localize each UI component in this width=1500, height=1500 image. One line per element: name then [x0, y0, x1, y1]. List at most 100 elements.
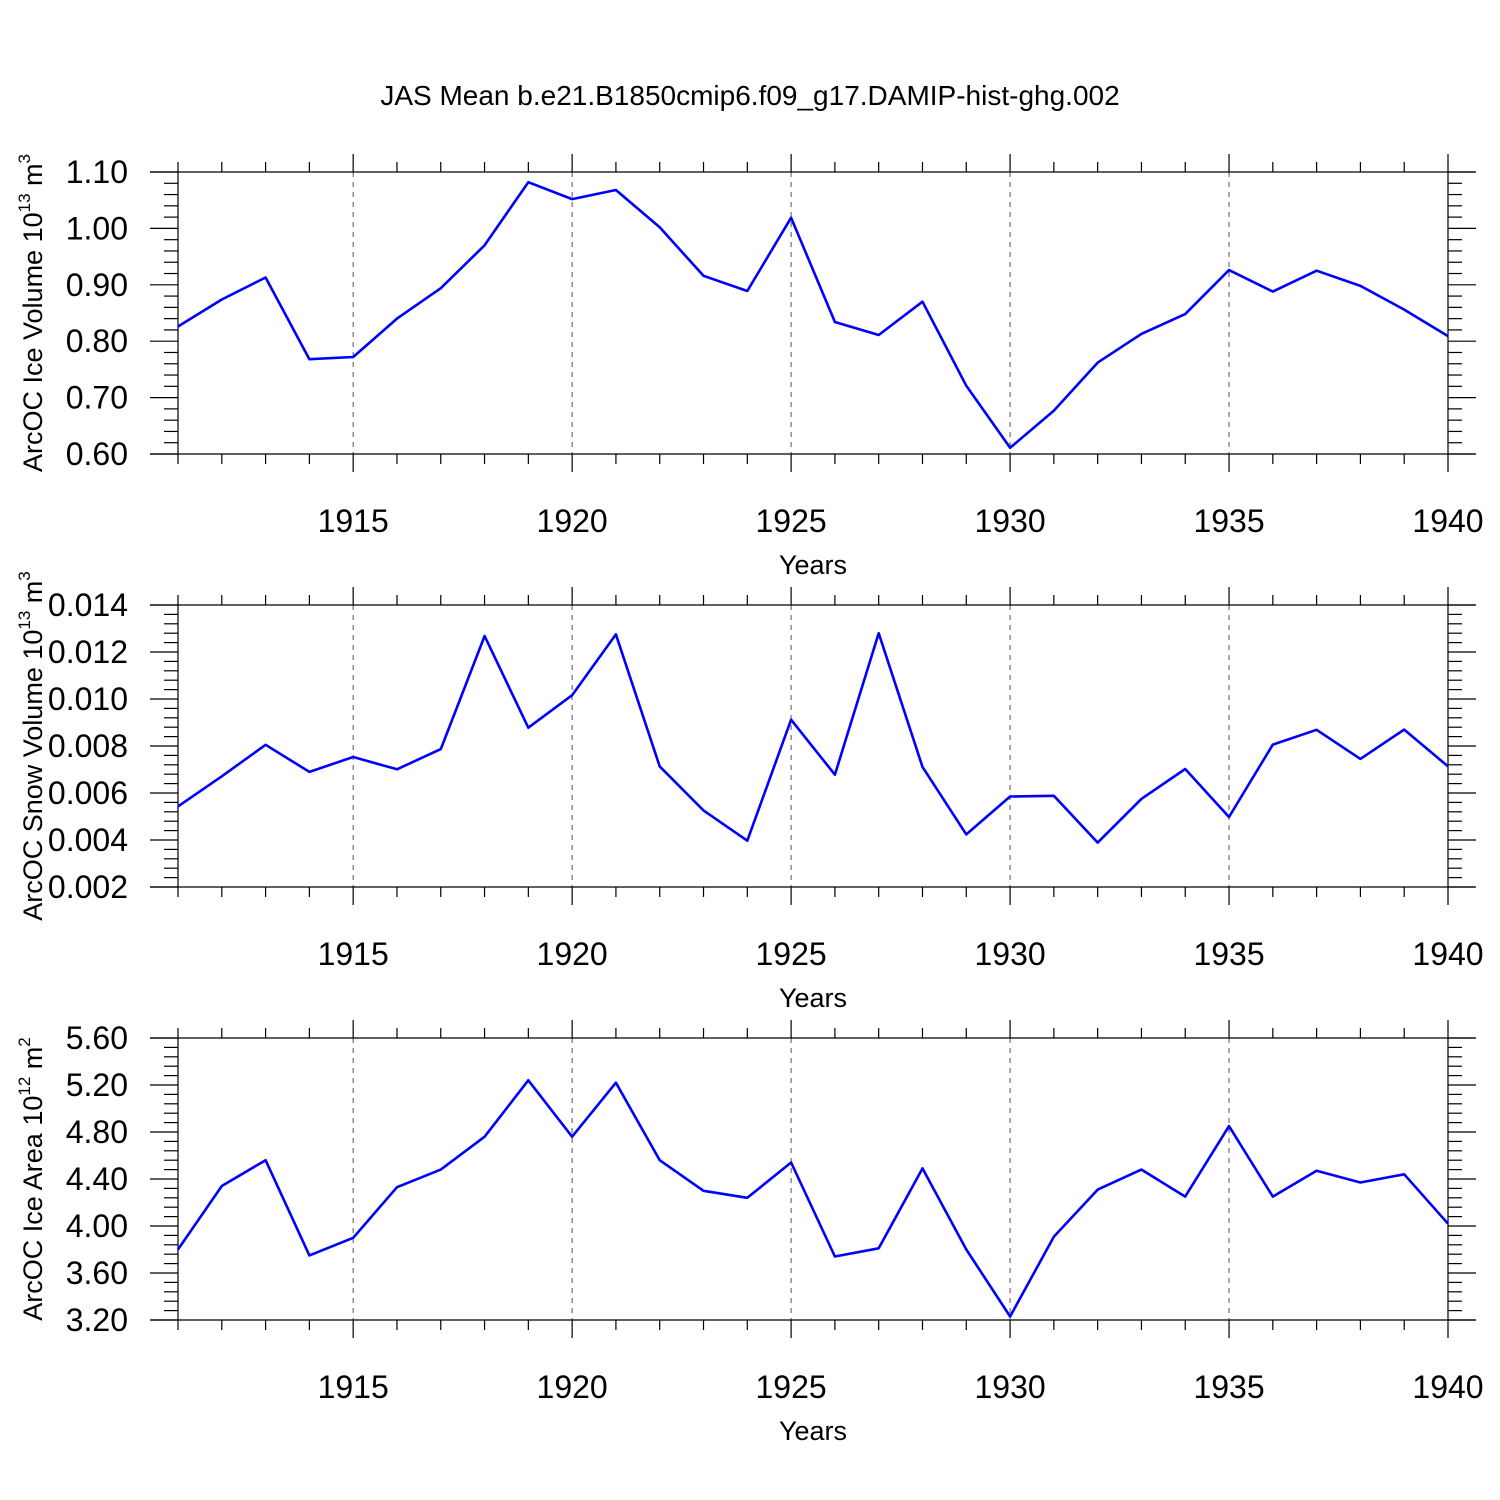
data-point [1227, 815, 1231, 819]
data-point [570, 197, 574, 201]
data-point [658, 1158, 662, 1162]
data-point [176, 1248, 180, 1252]
data-point [789, 1161, 793, 1165]
data-point [1096, 361, 1100, 365]
data-point [1139, 1168, 1143, 1172]
data-point [351, 1236, 355, 1240]
y-tick-label: 4.00 [66, 1208, 128, 1244]
data-point [702, 808, 706, 812]
data-point [1227, 1124, 1231, 1128]
data-point [264, 743, 268, 747]
x-tick-label: 1930 [974, 503, 1045, 539]
x-tick-label: 1935 [1193, 503, 1264, 539]
data-point [833, 773, 837, 777]
data-point [1446, 334, 1450, 338]
x-axis-title: Years [779, 983, 847, 1013]
data-point [1183, 1195, 1187, 1199]
data-point [220, 1184, 224, 1188]
data-point [833, 1255, 837, 1259]
plot-frame [150, 587, 1476, 905]
y-tick-label: 0.006 [48, 775, 128, 811]
data-point [1315, 1169, 1319, 1173]
series-line [177, 631, 1449, 844]
data-point [351, 355, 355, 359]
plot-frame [150, 154, 1476, 472]
y-axis-title-exponent: 13 [15, 611, 34, 630]
x-tick-label: 1925 [756, 1369, 827, 1405]
data-point [964, 832, 968, 836]
data-point [307, 770, 311, 774]
data-point [1315, 269, 1319, 273]
data-point [1139, 797, 1143, 801]
data-point [614, 188, 618, 192]
data-point [1446, 764, 1450, 768]
data-point [1052, 1235, 1056, 1239]
y-axis-title-main: ArcOC Snow Volume 10 [18, 630, 48, 921]
data-point [614, 1081, 618, 1085]
data-point [1052, 794, 1056, 798]
data-point [920, 765, 924, 769]
y-tick-label: 0.008 [48, 728, 128, 764]
data-point [745, 289, 749, 293]
y-tick-label: 4.80 [66, 1114, 128, 1150]
y-tick-label: 0.014 [48, 587, 128, 623]
data-point [439, 1168, 443, 1172]
data-point [702, 1189, 706, 1193]
data-point [307, 1253, 311, 1257]
data-point [483, 1135, 487, 1139]
y-tick-label: 0.60 [66, 436, 128, 472]
data-point [1096, 841, 1100, 845]
x-tick-label: 1920 [537, 1369, 608, 1405]
data-point [526, 1078, 530, 1082]
x-tick-label: 1935 [1193, 936, 1264, 972]
x-tick-label: 1930 [974, 936, 1045, 972]
y-axis-title-unit-exponent: 2 [15, 1037, 34, 1046]
data-point [614, 632, 618, 636]
plot-frame [150, 1020, 1476, 1338]
data-point [1227, 268, 1231, 272]
y-tick-label: 1.00 [66, 210, 128, 246]
y-axis-title-exponent: 12 [15, 1077, 34, 1096]
y-tick-label: 0.80 [66, 323, 128, 359]
y-tick-label: 0.002 [48, 869, 128, 905]
data-point [1271, 290, 1275, 294]
data-point [176, 325, 180, 329]
data-point [1008, 795, 1012, 799]
data-point [439, 747, 443, 751]
data-point [1052, 409, 1056, 413]
data-point [1402, 728, 1406, 732]
figure-title: JAS Mean b.e21.B1850cmip6.f09_g17.DAMIP-… [380, 80, 1119, 111]
y-tick-label: 0.004 [48, 822, 128, 858]
data-point [1446, 1222, 1450, 1226]
data-point [1139, 332, 1143, 336]
x-tick-label: 1940 [1412, 936, 1483, 972]
x-tick-label: 1920 [537, 936, 608, 972]
x-tick-label: 1930 [974, 1369, 1045, 1405]
series-line [177, 180, 1449, 450]
x-tick-label: 1915 [318, 936, 389, 972]
x-tick-label: 1920 [537, 503, 608, 539]
series-line [176, 1079, 1449, 1318]
data-point [220, 297, 224, 301]
y-tick-label: 0.70 [66, 380, 128, 416]
data-point [1183, 312, 1187, 316]
x-tick-label: 1915 [318, 1369, 389, 1405]
data-point [877, 1246, 881, 1250]
data-point [176, 804, 180, 808]
chart-panel-3: 3.20 3.60 4.00 4.40 4.80 5.20 5.60 1915 1920 1925… [15, 1020, 1484, 1446]
data-point [789, 216, 793, 220]
y-tick-label: 1.10 [66, 154, 128, 190]
y-axis-title-main: ArcOC Ice Area 10 [18, 1096, 48, 1321]
data-point [964, 384, 968, 388]
y-tick-label: 3.20 [66, 1302, 128, 1338]
y-axis-title-exponent: 13 [15, 193, 34, 212]
data-point [264, 1158, 268, 1162]
data-point [1183, 767, 1187, 771]
data-point [877, 631, 881, 635]
x-tick-label: 1915 [318, 503, 389, 539]
y-axis-title: ArcOC Ice Area 1012 m2 [15, 1037, 48, 1321]
y-axis-title-unit-exponent: 3 [15, 154, 34, 163]
data-point [658, 764, 662, 768]
y-axis-title: ArcOC Snow Volume 1013 m3 [15, 571, 48, 921]
